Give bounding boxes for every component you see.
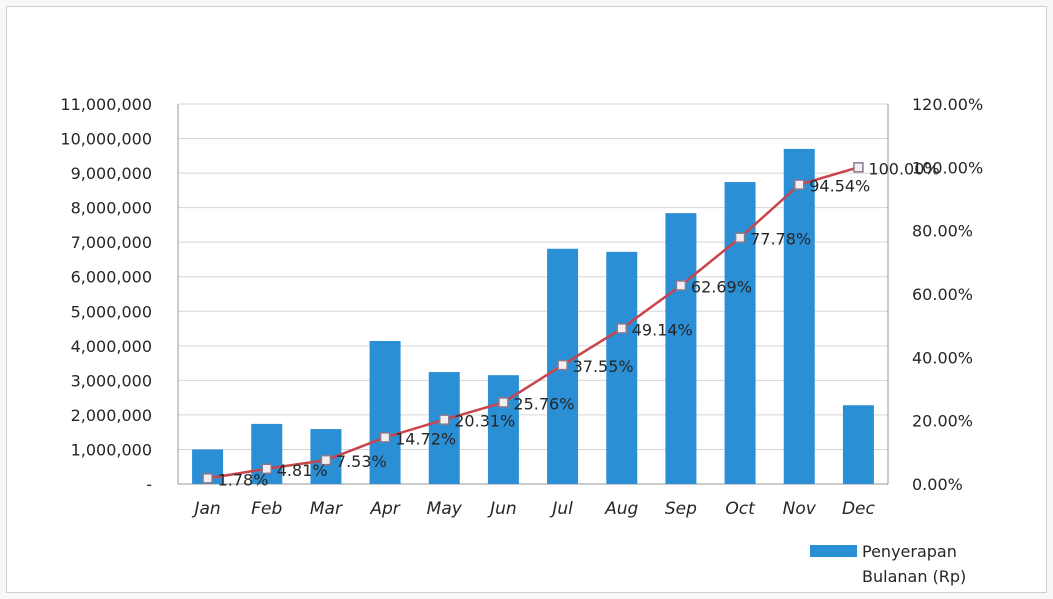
line-data-label: 94.54% xyxy=(809,177,870,196)
y-left-tick-label: 7,000,000 xyxy=(71,233,152,252)
line-data-label: 4.81% xyxy=(277,461,328,480)
line-marker xyxy=(261,463,272,475)
y-left-tick-label: 2,000,000 xyxy=(71,406,152,425)
y-left-tick-label: 6,000,000 xyxy=(71,268,152,287)
y-right-tick-label: 120.00% xyxy=(912,95,983,114)
y-right-tick-label: 100.00% xyxy=(912,158,983,177)
bar-series xyxy=(192,148,874,484)
legend: Penyerapan Bulanan (Rp) xyxy=(810,542,966,586)
gridlines xyxy=(178,103,888,485)
line-data-label: 100.00% xyxy=(868,159,939,178)
line-data-label: 1.78% xyxy=(218,470,269,489)
line-data-label: 77.78% xyxy=(750,230,811,249)
x-tick-label: Jun xyxy=(487,499,517,519)
legend-swatch xyxy=(810,545,857,557)
tick-labels: - 1,000,000 2,000,000 3,000,000 4,000,000 5,0… xyxy=(60,95,983,519)
line-marker xyxy=(379,432,391,443)
y-left-tick-label: 3,000,000 xyxy=(71,371,152,390)
line-marker xyxy=(202,473,213,484)
line-data-label: 62.69% xyxy=(691,277,752,296)
y-right-tick-label: 40.00% xyxy=(912,348,973,367)
y-left-tick-label: 4,000,000 xyxy=(71,337,152,356)
bar xyxy=(783,148,815,484)
x-tick-label: Aug xyxy=(604,499,638,519)
bar xyxy=(842,405,874,484)
line-marker xyxy=(498,397,509,408)
x-tick-label: Nov xyxy=(783,499,817,519)
data-labels: 1.78% 4.81% 7.53% 14.72%20.31%25.76% 37.55% 4… xyxy=(218,159,940,489)
line-marker xyxy=(439,414,450,425)
bar xyxy=(724,182,756,484)
line-data-label: 37.55% xyxy=(573,357,634,376)
line-marker xyxy=(794,179,805,190)
x-tick-label: Feb xyxy=(251,499,282,519)
x-tick-label: Apr xyxy=(369,499,400,519)
x-tick-label: Jan xyxy=(191,499,220,519)
bar xyxy=(428,372,460,484)
bar xyxy=(487,375,519,484)
y-left-tick-label: 10,000,000 xyxy=(60,130,152,149)
line-series xyxy=(202,162,864,484)
x-tick-label: Sep xyxy=(665,499,697,519)
line-marker xyxy=(734,232,746,243)
x-tick-label: Dec xyxy=(842,499,876,519)
x-tick-label: Jul xyxy=(549,499,573,519)
y-right-tick-label: 0.00% xyxy=(912,475,963,494)
line-data-label: 14.72% xyxy=(395,429,456,448)
line-marker xyxy=(616,323,627,334)
line-marker xyxy=(853,162,864,173)
y-left-tick-label: 9,000,000 xyxy=(71,164,152,183)
y-right-tick-label: 20.00% xyxy=(912,412,973,431)
legend-label-line2: Bulanan (Rp) xyxy=(862,567,966,586)
cumulative-line xyxy=(207,166,859,480)
line-data-label: 7.53% xyxy=(336,452,387,471)
bar xyxy=(606,251,638,484)
y-left-tick-label: 11,000,000 xyxy=(60,95,152,114)
line-data-label: 20.31% xyxy=(454,412,515,431)
line-marker xyxy=(675,280,687,291)
y-right-tick-label: 80.00% xyxy=(912,222,973,241)
x-tick-label: Mar xyxy=(310,499,343,519)
bar xyxy=(665,213,697,484)
legend-label-line1: Penyerapan xyxy=(862,542,957,561)
axes xyxy=(177,104,889,485)
x-tick-label: May xyxy=(427,499,463,519)
y-left-tick-label: 8,000,000 xyxy=(71,199,152,218)
y-left-tick-label: 5,000,000 xyxy=(71,302,152,321)
x-tick-label: Oct xyxy=(725,499,756,519)
line-data-label: 49.14% xyxy=(632,320,693,339)
line-data-label: 25.76% xyxy=(513,394,574,413)
y-right-tick-label: 60.00% xyxy=(912,285,973,304)
bar xyxy=(369,340,401,484)
line-marker xyxy=(320,454,332,466)
y-left-tick-label: 1,000,000 xyxy=(71,440,152,459)
line-marker xyxy=(557,359,568,371)
y-left-tick-label: - xyxy=(146,475,152,494)
